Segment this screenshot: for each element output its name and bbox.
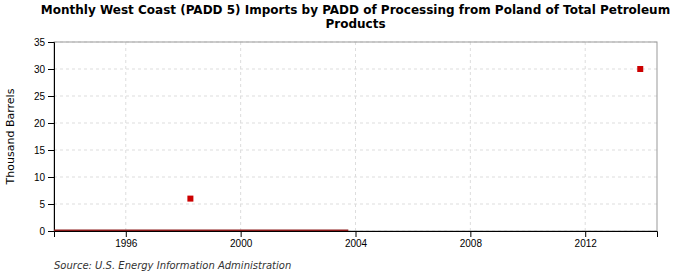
tick-label: 0 <box>39 226 45 237</box>
grid-line-x <box>240 42 241 231</box>
tick-label: 15 <box>34 145 46 156</box>
tick-mark <box>48 69 54 70</box>
plot: 1996 2000 2004 2008 2012 0 5 10 15 20 25 30 35 <box>34 37 658 249</box>
tick-label: 2012 <box>575 238 598 249</box>
tick-mark <box>126 231 127 237</box>
tick: 0 <box>39 226 54 237</box>
tick-mark <box>241 231 242 237</box>
tick-mark <box>470 231 471 237</box>
tick: 25 <box>34 91 54 102</box>
chart: 1996 2000 2004 2008 2012 0 5 10 15 20 25 30 35 Monthl… <box>0 0 675 275</box>
y-axis-title: Thousand Barrels <box>4 88 17 185</box>
tick-label: 2008 <box>460 238 483 249</box>
tick-label: 5 <box>39 199 45 210</box>
grid-line-y <box>54 123 657 124</box>
tick-mark <box>48 150 54 151</box>
tick: 30 <box>34 64 54 75</box>
tick-label: 10 <box>34 172 46 183</box>
tick: 2000 <box>230 231 253 249</box>
tick: 20 <box>34 118 54 129</box>
grid-line-y <box>54 177 657 178</box>
grid-line-y <box>54 96 657 97</box>
tick: 10 <box>34 172 54 183</box>
tick-mark <box>48 204 54 205</box>
x-axis: 1996 2000 2004 2008 2012 <box>55 231 658 249</box>
tick: 15 <box>34 145 54 156</box>
tick-label: 35 <box>34 37 46 48</box>
tick-mark <box>48 42 54 43</box>
axis-domain <box>55 232 658 238</box>
tick: 2004 <box>345 231 368 249</box>
point <box>187 196 193 202</box>
tick-label: 30 <box>34 64 46 75</box>
tick: 5 <box>39 199 54 210</box>
tick: 1996 <box>115 231 138 249</box>
tick-label: 20 <box>34 118 46 129</box>
tick: 2012 <box>575 231 598 249</box>
tick-label: 1996 <box>115 238 138 249</box>
grid-line-y <box>54 69 657 70</box>
grid-line-x <box>585 42 586 231</box>
grid <box>54 42 657 231</box>
annotation: Source: U.S. Energy Information Administ… <box>54 260 291 271</box>
grid-line-x <box>470 42 471 231</box>
plot-frame <box>54 42 657 231</box>
tick-mark <box>48 231 54 232</box>
tick-label: 2004 <box>345 238 368 249</box>
tick-mark <box>48 123 54 124</box>
y-axis: 0 5 10 15 20 25 30 35 <box>34 37 55 237</box>
tick: 35 <box>34 37 54 48</box>
point <box>637 66 643 72</box>
line <box>54 230 348 232</box>
tick-label: 2000 <box>230 238 253 249</box>
marks <box>54 66 643 231</box>
tick-mark <box>585 231 586 237</box>
tick-mark <box>356 231 357 237</box>
grid-line-y <box>54 150 657 151</box>
grid-line-x <box>355 42 356 231</box>
grid-line-y <box>54 204 657 205</box>
tick-mark <box>48 177 54 178</box>
axis-domain <box>48 43 55 232</box>
tick-label: 25 <box>34 91 46 102</box>
tick-mark <box>48 96 54 97</box>
grid-line-x <box>125 42 126 231</box>
tick: 2008 <box>460 231 483 249</box>
title: Monthly West Coast (PADD 5) Imports by P… <box>41 3 670 31</box>
